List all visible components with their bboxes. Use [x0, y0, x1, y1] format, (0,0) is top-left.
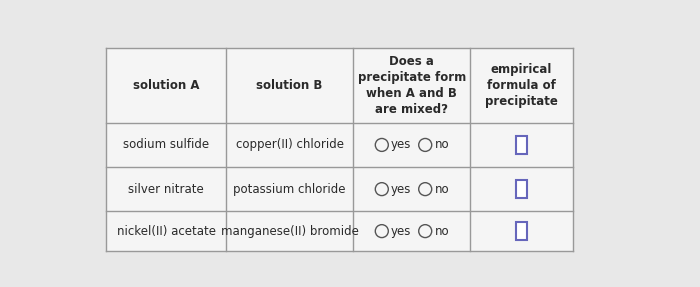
- Text: yes: yes: [391, 138, 412, 152]
- Bar: [516, 180, 527, 198]
- Bar: [516, 222, 527, 240]
- Text: solution A: solution A: [133, 79, 200, 92]
- Text: no: no: [435, 225, 449, 238]
- Text: manganese(II) bromide: manganese(II) bromide: [220, 225, 358, 238]
- Text: copper(II) chloride: copper(II) chloride: [236, 138, 344, 152]
- Text: nickel(II) acetate: nickel(II) acetate: [117, 225, 216, 238]
- Text: solution B: solution B: [256, 79, 323, 92]
- Text: empirical
formula of
precipitate: empirical formula of precipitate: [485, 63, 558, 108]
- Bar: [106, 48, 573, 251]
- Text: sodium sulfide: sodium sulfide: [123, 138, 209, 152]
- Text: yes: yes: [391, 225, 412, 238]
- Text: no: no: [435, 183, 449, 196]
- Text: potassium chloride: potassium chloride: [233, 183, 346, 196]
- Text: Does a
precipitate form
when A and B
are mixed?: Does a precipitate form when A and B are…: [358, 55, 466, 116]
- Bar: [516, 136, 527, 154]
- Text: no: no: [435, 138, 449, 152]
- Text: silver nitrate: silver nitrate: [128, 183, 204, 196]
- Text: yes: yes: [391, 183, 412, 196]
